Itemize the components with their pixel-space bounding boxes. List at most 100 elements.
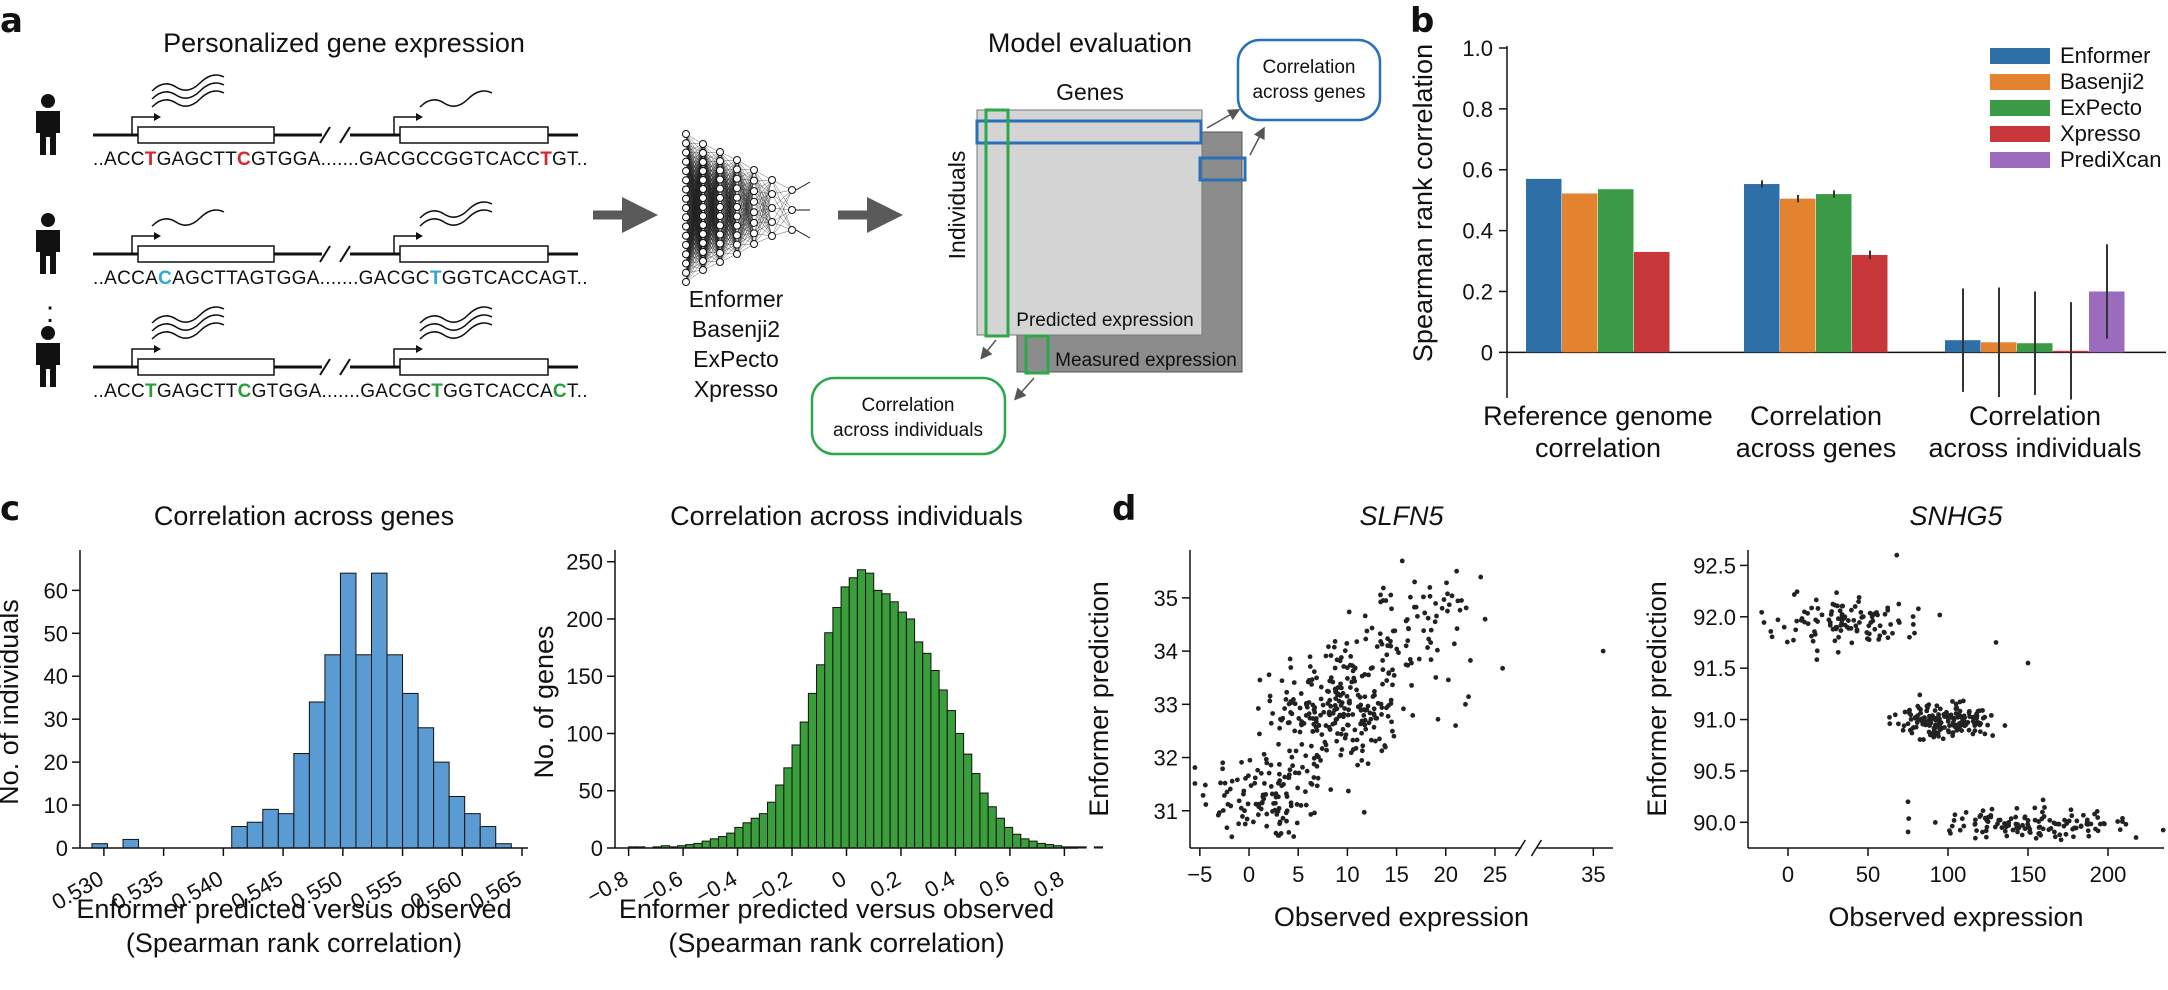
- d1-point: [1224, 789, 1230, 795]
- d1-point: [1428, 627, 1434, 633]
- sequence-segment: C: [158, 268, 172, 289]
- d1-point: [1459, 598, 1464, 603]
- d2-point: [2008, 816, 2014, 822]
- d1-point: [1375, 700, 1381, 706]
- c2-bar: [799, 721, 809, 849]
- d2-point: [1992, 824, 1998, 830]
- gene-box: [399, 126, 549, 144]
- nn-connection: [753, 179, 773, 213]
- c2-bar: [938, 689, 948, 849]
- d1-point: [1354, 687, 1359, 693]
- d2-point: [1887, 721, 1893, 727]
- d2-point: [1999, 825, 2005, 831]
- d1-point: [1332, 703, 1338, 708]
- sequence-segment: T: [431, 381, 443, 402]
- d2-point: [2074, 818, 2080, 824]
- d2-point: [1922, 715, 1927, 721]
- genome-sequence: ..ACCACAGCTTAGTGGA.......GACGCTGGTCACCAG…: [93, 268, 588, 289]
- d2-point: [1915, 606, 1921, 612]
- d2-point: [2057, 832, 2063, 838]
- b-legend-swatch: [1990, 48, 2050, 64]
- genome-rows: ..ACCTGAGCTTCGTGGA.......GACGCCGGTCACCTG…: [36, 74, 588, 402]
- d1-point: [1277, 821, 1283, 827]
- d2-point: [1937, 719, 1943, 725]
- d2-point: [2038, 832, 2043, 838]
- vertical-ellipsis: :: [46, 296, 54, 329]
- d1-point: [1380, 658, 1386, 663]
- d1-point: [1338, 681, 1343, 687]
- d1-point: [1446, 602, 1452, 608]
- c2-y-tick-label: 150: [566, 664, 603, 689]
- c2-bar: [1028, 840, 1038, 849]
- c1-bar: [370, 572, 388, 849]
- d1-point: [1307, 654, 1313, 660]
- d1-point: [1308, 743, 1314, 749]
- d2-point: [1836, 634, 1842, 640]
- c2-bar: [848, 577, 858, 849]
- d1-point: [1412, 579, 1418, 585]
- d1-point: [1380, 598, 1386, 603]
- d1-point: [1288, 710, 1293, 715]
- d2-point: [1901, 723, 1907, 729]
- d1-point: [1409, 682, 1415, 688]
- d1-point: [1273, 800, 1278, 806]
- d2-point: [1805, 610, 1811, 616]
- d2-point: [2013, 814, 2019, 820]
- c2-bar: [971, 773, 981, 849]
- d1-point: [1368, 716, 1374, 722]
- d1-point: [1314, 752, 1320, 758]
- c2-bar: [701, 840, 711, 849]
- d1-point: [1354, 639, 1360, 645]
- c1-bar: [479, 826, 497, 849]
- d1-point: [1428, 640, 1434, 646]
- nn-node: [716, 230, 724, 239]
- d2-point: [1935, 730, 1941, 736]
- d1-point: [1347, 685, 1353, 690]
- d2-point: [1983, 828, 1989, 834]
- d1-point: [1257, 677, 1263, 683]
- d1-point: [1427, 593, 1433, 599]
- d1-point: [1478, 574, 1484, 580]
- nn-output-line: [795, 181, 811, 191]
- d1-y-tick-label: 33: [1154, 692, 1178, 717]
- d2-point: [1877, 633, 1883, 639]
- d1-point: [1449, 593, 1455, 599]
- d1-y-axis-label: Enformer prediction: [1084, 581, 1114, 817]
- d1-point: [1203, 802, 1209, 807]
- d1-point: [1292, 770, 1298, 776]
- d1-point: [1389, 719, 1394, 725]
- d2-point: [1974, 713, 1980, 719]
- d1-point: [1220, 766, 1225, 772]
- d2-point: [1866, 623, 1872, 629]
- d1-point: [1248, 783, 1254, 788]
- d2-point: [1970, 714, 1975, 720]
- nn-connection: [753, 179, 773, 223]
- d1-point: [1388, 638, 1393, 644]
- d2-point: [1975, 720, 1981, 725]
- d1-y-tick-label: 34: [1154, 639, 1178, 664]
- d1-point: [1425, 615, 1431, 621]
- c2-bar: [930, 670, 940, 849]
- d2-point: [1794, 618, 1800, 624]
- d2-point: [1945, 718, 1951, 724]
- d1-point: [1453, 723, 1459, 729]
- d1-point: [1454, 568, 1460, 574]
- d2-point: [2002, 828, 2008, 834]
- nn-connection: [719, 244, 738, 263]
- d1-point: [1345, 788, 1351, 794]
- nn-connection: [685, 251, 704, 283]
- c2-y-tick-label: 0: [591, 836, 603, 861]
- panel-a-schematic: Personalized gene expression ..ACCTGAGCT…: [36, 28, 1382, 456]
- d2-point: [1910, 725, 1916, 731]
- nn-node: [682, 204, 690, 212]
- d1-point: [1363, 726, 1369, 732]
- nn-node: [716, 239, 724, 248]
- panel-b-bar-chart: 0 0.2 0.4 0.6 0.8 1.0 Spearman rank correlatio…: [1408, 36, 2166, 463]
- d2-y-axis-label: Enformer prediction: [1642, 581, 1672, 817]
- d2-point: [2133, 835, 2139, 840]
- d1-point: [1284, 794, 1290, 799]
- nn-node: [699, 266, 707, 274]
- b-bar-expecto: [1598, 189, 1634, 353]
- d1-point: [1256, 801, 1262, 807]
- d1-point: [1326, 724, 1332, 730]
